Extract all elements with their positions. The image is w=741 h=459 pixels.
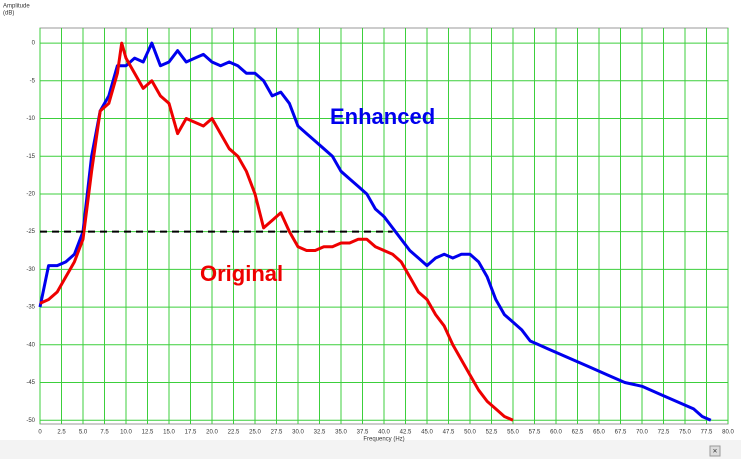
x-tick-label: 77.5 [701, 430, 713, 436]
series-line [38, 41, 712, 422]
x-tick-label: 27.5 [271, 430, 283, 436]
x-tick-label: 22.5 [228, 430, 240, 436]
x-tick-label: 25.0 [249, 430, 261, 436]
x-tick-label: 35.0 [335, 430, 347, 436]
x-tick-label: 40.0 [378, 430, 390, 436]
x-tick-label: 50.0 [464, 430, 476, 436]
x-tick-label: 72.5 [658, 430, 670, 436]
y-tick-label: -50 [26, 418, 35, 424]
x-tick-label: 70.0 [636, 430, 648, 436]
x-tick-label: 65.0 [593, 430, 605, 436]
status-bar [0, 440, 741, 459]
x-tick-label: 5.0 [79, 430, 88, 436]
close-button[interactable] [709, 445, 721, 457]
close-icon: × [713, 447, 718, 456]
x-tick-label: 32.5 [314, 430, 326, 436]
x-tick-label: 7.5 [100, 430, 109, 436]
y-tick-label: -20 [26, 192, 35, 198]
y-axis-label: Amplitude [3, 4, 30, 10]
y-tick-label: -10 [26, 116, 35, 122]
y-tick-label: -25 [26, 229, 35, 235]
series-line [39, 41, 514, 422]
y-tick-label: -15 [26, 154, 35, 160]
y-tick-label: -30 [26, 267, 35, 273]
y-tick-label: -5 [30, 78, 36, 84]
y-tick-label: -35 [26, 305, 35, 311]
x-tick-label: 52.5 [486, 430, 498, 436]
x-tick-label: 42.5 [400, 430, 412, 436]
x-tick-label: 17.5 [185, 430, 197, 436]
x-tick-label: 20.0 [206, 430, 218, 436]
x-tick-label: 57.5 [529, 430, 541, 436]
y-tick-label: -45 [26, 380, 35, 386]
x-tick-label: 15.0 [163, 430, 175, 436]
x-tick-label: 45.0 [421, 430, 433, 436]
x-tick-label: 2.5 [57, 430, 66, 436]
y-tick-label: 0 [32, 41, 36, 47]
x-axis-label: Frequency (Hz) [363, 437, 404, 443]
x-tick-label: 10.0 [120, 430, 132, 436]
y-axis-label: (dB) [3, 11, 14, 17]
x-tick-label: 67.5 [615, 430, 627, 436]
x-tick-label: 75.0 [679, 430, 691, 436]
x-tick-label: 55.0 [507, 430, 519, 436]
x-tick-label: 80.0 [722, 430, 734, 436]
x-tick-label: 30.0 [292, 430, 304, 436]
x-tick-label: 62.5 [572, 430, 584, 436]
series-annotation: Enhanced [330, 104, 435, 129]
y-tick-label: -40 [26, 342, 35, 348]
x-tick-label: 0 [38, 430, 42, 436]
x-tick-label: 47.5 [443, 430, 455, 436]
x-tick-label: 60.0 [550, 430, 562, 436]
x-tick-label: 37.5 [357, 430, 369, 436]
series-annotation: Original [200, 261, 283, 286]
x-tick-label: 12.5 [142, 430, 154, 436]
